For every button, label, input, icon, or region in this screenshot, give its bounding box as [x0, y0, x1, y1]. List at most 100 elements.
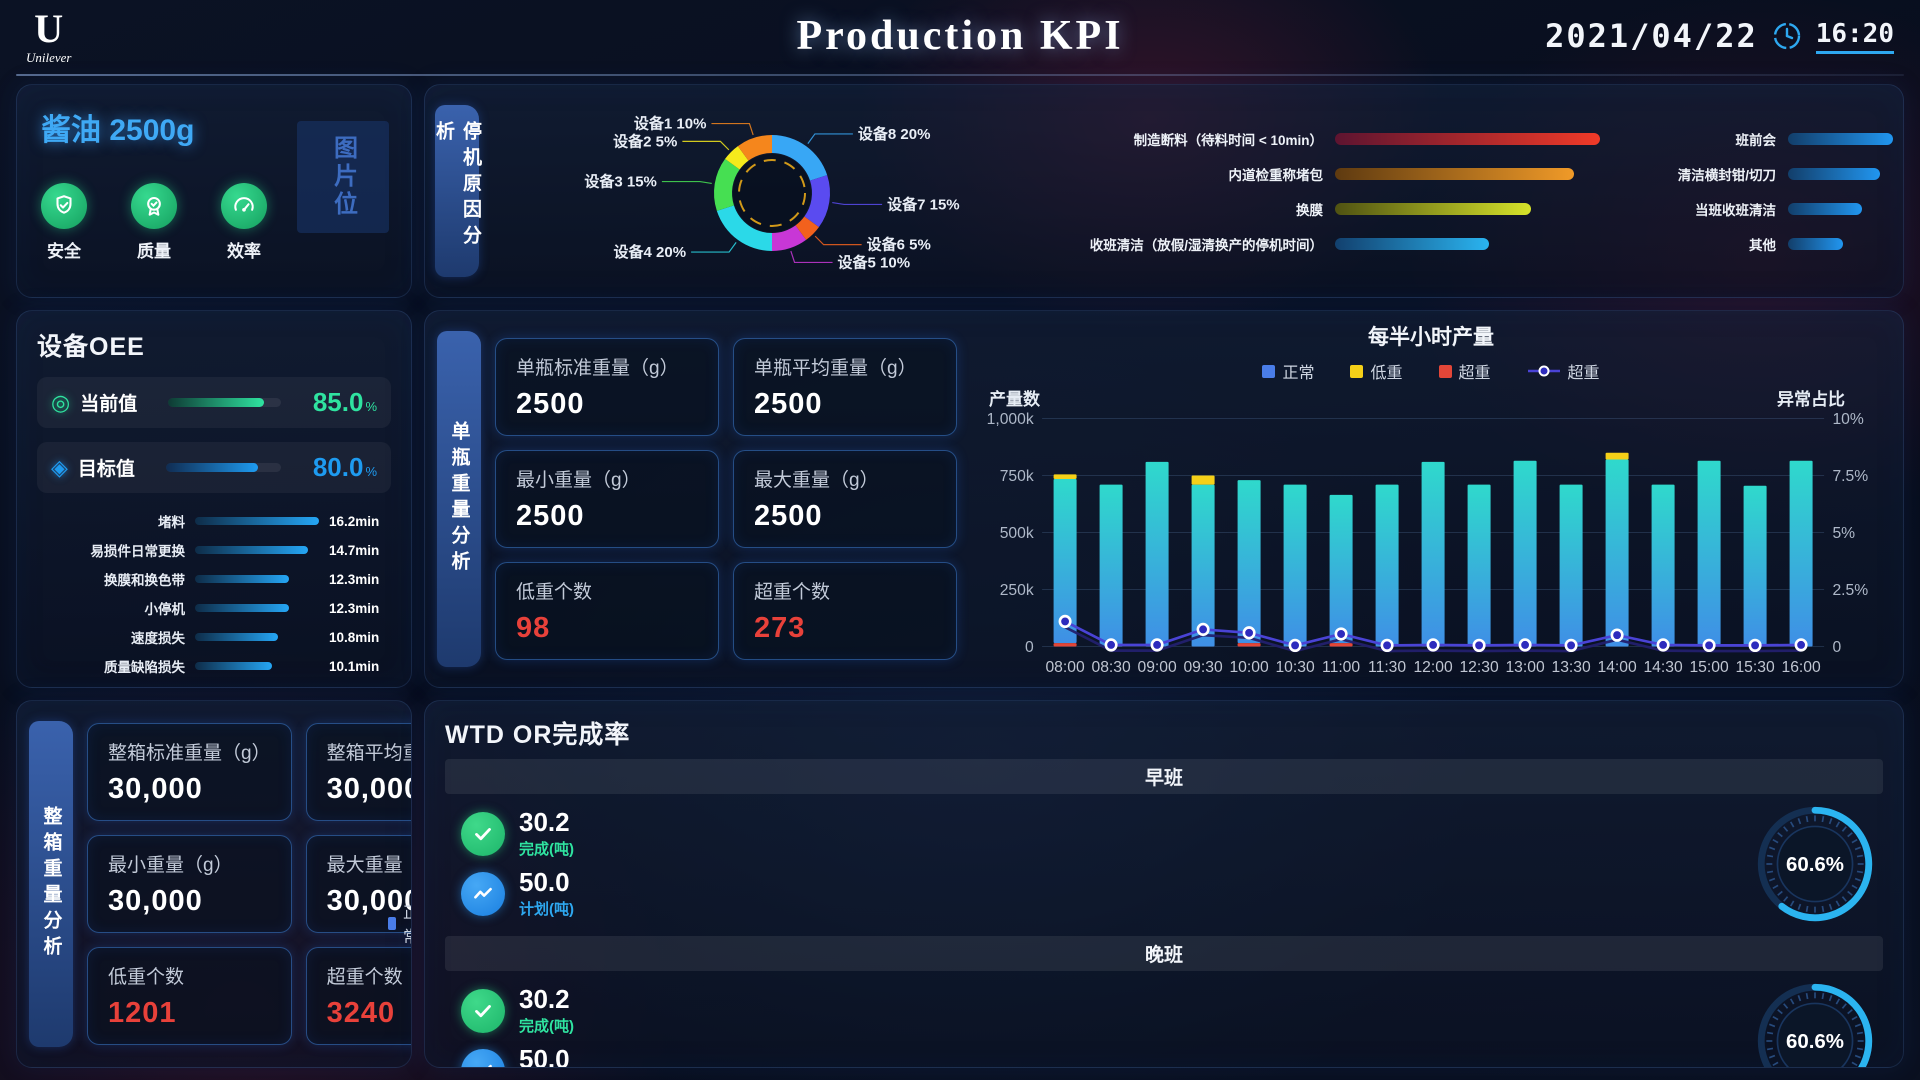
bottle-chart: 每半小时产量 正常 低重 超重 超重 产量数 异常占比 1,000k 10% 750k 7.…: [971, 311, 1891, 687]
product-badge-label: 质量: [137, 242, 171, 261]
oee-loss-row: 速度损失 10.8min: [37, 627, 391, 647]
donut-segment: [772, 135, 828, 181]
legend-item-正常[interactable]: 正常: [1262, 359, 1314, 383]
legend-swatch: [387, 916, 396, 930]
downtime-bar-zone: [1788, 202, 1893, 215]
donut-chart: 设备8 20% 设备7 15% 设备6 5%设备5 10% 设备4 20% 设备3 15…: [584, 115, 960, 272]
wtd-shift: 晚班 30.2 完成(吨) 50.0计划(吨) 60.6%: [445, 936, 1883, 1067]
oee-loss-value: 10min: [329, 688, 391, 689]
oee-current-track: [168, 398, 281, 407]
donut-label: 设备1 10%: [634, 115, 707, 133]
stat-card-label: 单瓶标准重量（g）: [516, 358, 679, 379]
shift-metrics: 30.2完成(吨)50.0计划(吨): [461, 986, 1751, 1067]
svg-text:250k: 250k: [1000, 582, 1034, 599]
legend-label: 低重: [1370, 365, 1403, 382]
quality-icon: [131, 183, 177, 229]
svg-text:500k: 500k: [1000, 525, 1034, 542]
header-divider: [16, 74, 1904, 76]
metric-value: 50.0: [519, 867, 570, 897]
check-circle-icon: [461, 812, 505, 856]
svg-text:09:00: 09:00: [1137, 659, 1176, 676]
stat-card-value: 30,000: [108, 885, 203, 917]
legend-item-低重[interactable]: 低重: [1350, 359, 1403, 383]
downtime-bar-row: 清洁横封钳/切刀: [1608, 164, 1893, 184]
donut-segment: [716, 205, 772, 251]
legend-item-正常[interactable]: 正常: [387, 899, 411, 947]
stat-card-value: 30,000: [326, 773, 412, 805]
product-badge-label: 安全: [47, 242, 81, 261]
downtime-bar: [1335, 167, 1574, 180]
efficiency-icon: [221, 183, 267, 229]
downtime-bar-zone: [1788, 167, 1893, 180]
metric-text: 30.2 完成(吨): [519, 986, 574, 1036]
svg-text:0: 0: [1832, 639, 1841, 656]
oee-loss-label: 易损件日常更换: [90, 544, 186, 559]
downtime-bar-row: 当班收班清洁: [1608, 199, 1893, 219]
oee-loss-label: 测量调整损失: [37, 685, 185, 687]
gauge-chart: 60.6%: [1757, 983, 1873, 1067]
main-grid: 酱油 2500g 图片位 安全 质量 效率 停机原因分析 设备8 20% 设备7 15…: [16, 84, 1904, 1068]
product-badge-label: 效率: [227, 242, 261, 261]
donut-label: 设备3 15%: [584, 173, 657, 191]
legend-item-超重[interactable]: 超重: [1438, 359, 1491, 383]
downtime-reasons-right: 班前会 清洁横封钳/切刀 当班收班清洁 其他: [1608, 85, 1893, 297]
oee-loss-value: 10.8min: [329, 629, 380, 645]
tab-carton-weight-analysis[interactable]: 整箱重量分析: [29, 721, 73, 1047]
stat-card-label: 整箱标准重量（g）: [108, 743, 271, 764]
carton-stat-cards: 整箱标准重量（g） 30,000 整箱平均重量（g） 30,000 最小重量（g） 30,…: [87, 701, 412, 1067]
oee-target-row: ◈ 目标值 80.0%: [37, 442, 391, 493]
metric-value: 30.2: [519, 807, 570, 837]
svg-text:09:30: 09:30: [1183, 659, 1222, 676]
downtime-bar-zone: [1335, 167, 1600, 180]
svg-text:14:30: 14:30: [1643, 659, 1682, 676]
metric-text: 50.0 计划(吨): [519, 869, 574, 919]
logo-u-mark: U: [34, 5, 64, 51]
downtime-bar-row: 收班清洁（放假/湿清换产的停机时间）: [1055, 234, 1600, 254]
legend-item-超重[interactable]: 超重: [1527, 359, 1600, 383]
donut-segment: [725, 146, 749, 170]
shift-metrics: 30.2 完成(吨) 50.0 计划(吨): [461, 809, 1751, 919]
stat-card-label: 最大重量（g）: [326, 855, 411, 876]
metric-text: 30.2 完成(吨): [519, 809, 574, 859]
downtime-bar-zone: [1335, 237, 1600, 250]
stat-card-value: 30,000: [108, 773, 203, 805]
chart-legend: 正常 低重 超重 超重: [971, 359, 1891, 383]
unilever-logo: U Unilever: [26, 5, 71, 64]
svg-text:750k: 750k: [1000, 468, 1034, 485]
svg-text:15:00: 15:00: [1689, 659, 1728, 676]
donut-label: 设备7 15%: [887, 195, 960, 213]
stat-card: 单瓶平均重量（g） 2500: [733, 338, 957, 436]
check-circle-icon: [461, 989, 505, 1033]
downtime-bar: [1335, 237, 1489, 250]
goal-icon: ◈: [51, 454, 68, 480]
trend-icon: [461, 872, 505, 916]
completion-gauge: 60.6%: [1751, 977, 1879, 1067]
svg-text:1,000k: 1,000k: [987, 411, 1034, 428]
legend-label: 正常: [1282, 365, 1315, 382]
downtime-bar-zone: [1788, 237, 1893, 250]
stat-card: 最大重量（g） 2500: [733, 450, 957, 548]
stat-card-value: 2500: [516, 500, 585, 532]
oee-loss-bar: [195, 546, 308, 554]
donut-segment: [795, 216, 819, 240]
donut-segment: [772, 225, 807, 251]
product-name: 酱油 2500g: [41, 114, 195, 147]
svg-text:11:00: 11:00: [1322, 659, 1360, 676]
oee-loss-label: 堵料: [158, 515, 185, 530]
legend-label: 超重: [1567, 365, 1600, 382]
wtd-shift: 早班 30.2 完成(吨) 50.0 计划(吨) 60.6%: [445, 759, 1883, 928]
donut-label: 设备2 5%: [613, 132, 677, 150]
oee-loss-label: 质量缺陷损失: [104, 660, 185, 675]
tab-downtime-analysis[interactable]: 停机原因分析: [433, 105, 481, 277]
metric-label: 计划(吨): [519, 901, 574, 918]
svg-text:10:30: 10:30: [1275, 659, 1314, 676]
oee-target-track: [165, 463, 281, 472]
svg-text:13:30: 13:30: [1551, 659, 1590, 676]
tab-bottle-weight-analysis[interactable]: 单瓶重量分析: [437, 331, 481, 667]
metric-label: 完成(吨): [519, 841, 574, 858]
downtime-bar-label: 收班清洁（放假/湿清换产的停机时间）: [1089, 237, 1323, 253]
stat-card: 整箱标准重量（g） 30,000: [87, 723, 292, 821]
stat-card: 超重个数 3240: [305, 947, 411, 1045]
oee-loss-value: 10.1min: [329, 658, 380, 674]
chart-axis-titles: 产量数 异常占比: [971, 385, 1891, 410]
